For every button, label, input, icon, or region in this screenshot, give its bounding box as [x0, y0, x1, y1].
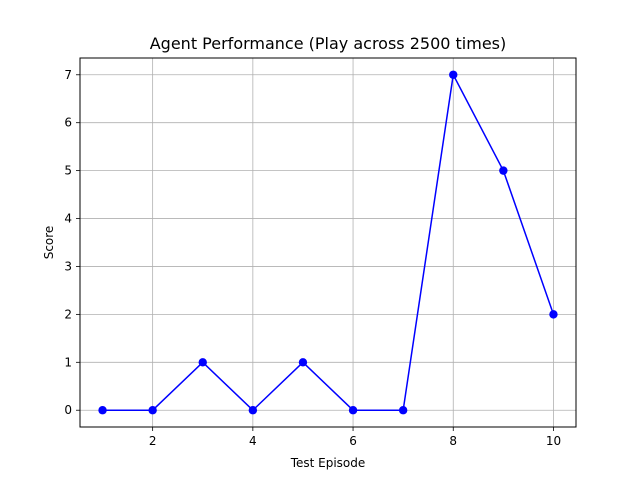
data-point-marker	[449, 70, 458, 79]
data-point-marker	[398, 406, 408, 415]
data-point-marker	[298, 358, 308, 367]
chart-title: Agent Performance (Play across 2500 time…	[150, 34, 507, 53]
y-tick-label: 3	[64, 259, 72, 273]
data-point-marker	[549, 310, 558, 319]
x-axis-label: Test Episode	[290, 456, 366, 470]
y-tick-label: 4	[64, 212, 72, 226]
data-point-marker	[348, 406, 358, 415]
data-point-marker	[98, 406, 107, 415]
y-tick-label: 0	[64, 403, 72, 417]
y-tick-label: 2	[64, 307, 72, 321]
data-series	[98, 70, 558, 415]
x-tick-label: 4	[249, 434, 257, 448]
plot-area-frame	[79, 57, 577, 428]
data-point-marker	[198, 358, 207, 367]
x-tick-label: 2	[149, 434, 157, 448]
x-tick-label: 6	[349, 434, 357, 448]
data-point-marker	[248, 406, 258, 415]
y-tick-label: 5	[64, 164, 72, 178]
y-axis-label: Score	[42, 226, 56, 260]
data-point-marker	[499, 166, 508, 175]
x-tick-label: 8	[449, 434, 457, 448]
y-tick-label: 1	[64, 355, 72, 369]
y-tick-label: 7	[64, 68, 72, 82]
score-line	[102, 72, 555, 412]
axis-ticks: 2 4 6 8 10 0 1 2 3 4 5 6 7	[64, 68, 561, 448]
grid-lines	[80, 58, 576, 427]
data-point-marker	[148, 406, 157, 415]
x-tick-label: 10	[546, 434, 561, 448]
y-tick-label: 6	[64, 116, 72, 130]
